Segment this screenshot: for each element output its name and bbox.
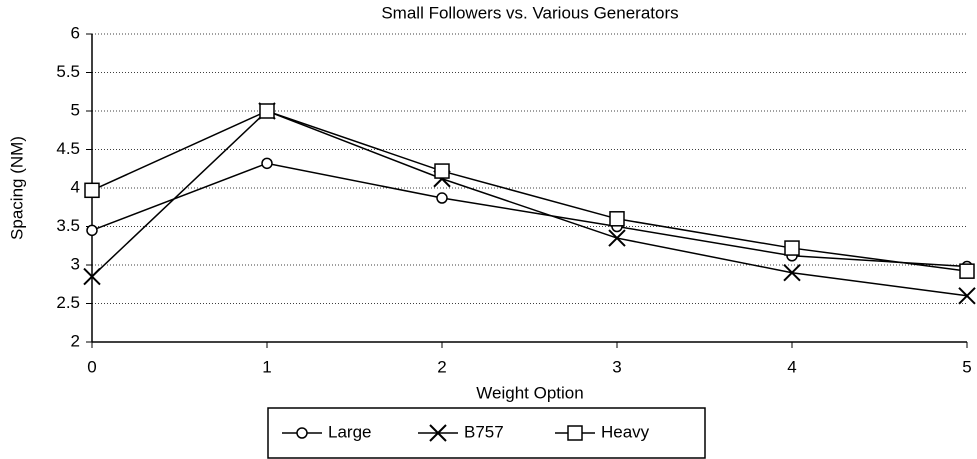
x-tick-label: 0 [87,357,96,376]
legend-label: Heavy [601,422,650,441]
marker [296,427,308,439]
y-tick-label: 4.5 [56,139,80,158]
marker [959,263,975,279]
marker [83,267,101,286]
marker [261,157,273,170]
series-line [91,110,968,272]
y-tick-label: 5 [71,100,80,119]
marker [86,224,98,237]
marker [436,192,448,204]
y-tick-label: 3.5 [56,216,80,235]
y-tick-label: 3 [71,254,80,273]
series-line [91,110,968,297]
legend-label: Large [328,422,371,441]
marker [429,424,447,442]
marker [784,240,800,256]
y-tick-label: 2 [71,331,80,350]
marker [434,163,450,179]
marker [259,103,275,119]
y-tick-label: 5.5 [56,62,80,81]
series-line [91,162,968,268]
y-tick-label: 4 [71,177,80,196]
marker [567,425,583,441]
x-tick-label: 1 [262,357,271,376]
y-tick-label: 2.5 [56,293,80,312]
marker [608,229,626,247]
x-tick-label: 5 [962,357,971,376]
x-tick-label: 2 [437,357,446,376]
marker [84,182,100,199]
y-axis-label: Spacing (NM) [7,136,26,240]
marker [783,263,801,282]
x-tick-label: 4 [787,357,796,376]
legend-label: B757 [464,422,504,441]
marker [609,211,625,227]
legend-box [267,407,706,459]
y-tick-label: 6 [71,23,80,42]
x-axis-label: Weight Option [476,383,583,402]
x-tick-label: 3 [612,357,621,376]
chart-title: Small Followers vs. Various Generators [381,3,678,22]
marker [958,287,976,305]
